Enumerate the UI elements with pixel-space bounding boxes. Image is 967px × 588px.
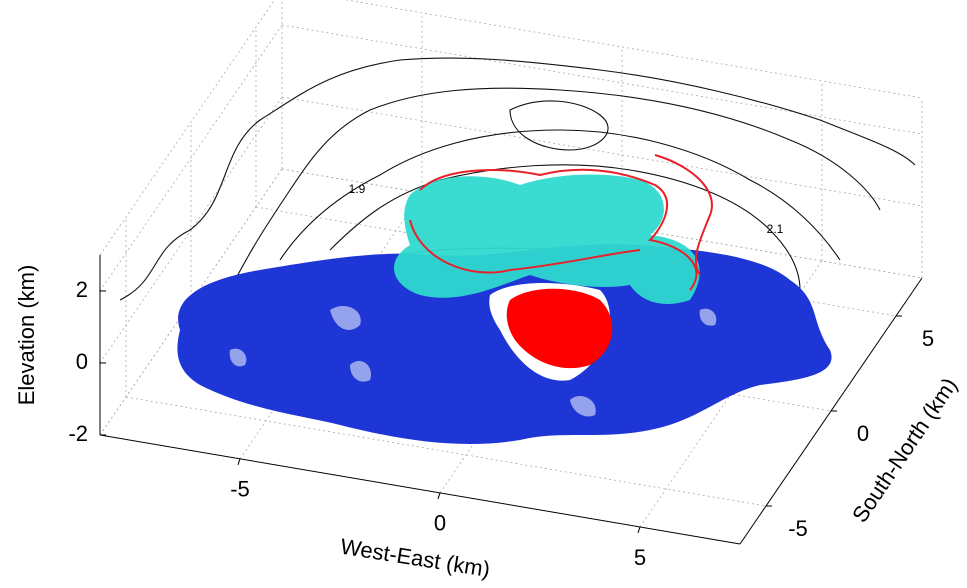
- z-tick-label: -2: [68, 421, 88, 446]
- z-tick-label: 0: [76, 349, 88, 374]
- contour-line: [510, 101, 608, 150]
- chart: -5 0 5 -5 0 5 -2 0 2 West-East (km) South-North (k…: [0, 0, 967, 588]
- x-tick: [238, 459, 240, 465]
- y-tick-label: -5: [788, 516, 808, 541]
- y-tick-label: 5: [922, 326, 934, 351]
- x-axis-label: West-East (km): [339, 534, 492, 582]
- grid-line: [282, 25, 922, 134]
- x-tick-label: -5: [230, 477, 250, 502]
- z-axis-label: Elevation (km): [14, 265, 39, 406]
- box-edge: [282, 0, 922, 98]
- z-tick-label: 2: [76, 277, 88, 302]
- x-axis: [100, 435, 740, 544]
- y-axis-label: South-North (km): [847, 373, 962, 527]
- x-tick-label: 0: [434, 511, 446, 536]
- contour-label: 2.1: [767, 222, 784, 236]
- x-tick: [638, 527, 640, 533]
- x-tick: [438, 493, 440, 499]
- contour-label: 1.9: [349, 182, 366, 196]
- x-tick-label: 5: [634, 545, 646, 570]
- y-tick-label: 0: [857, 421, 869, 446]
